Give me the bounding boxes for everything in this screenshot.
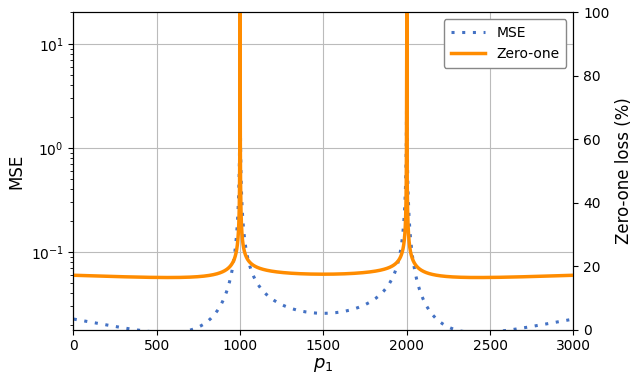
Line: MSE: MSE bbox=[74, 0, 573, 333]
Line: Zero-one: Zero-one bbox=[74, 13, 573, 277]
MSE bbox=[440, 323, 448, 327]
Zero-one bbox=[570, 273, 577, 277]
Zero-one bbox=[440, 274, 448, 279]
MSE bbox=[570, 317, 577, 322]
Zero-one bbox=[95, 274, 102, 279]
Zero-one bbox=[251, 264, 259, 268]
Zero-one bbox=[387, 264, 395, 269]
X-axis label: $p_1$: $p_1$ bbox=[313, 356, 333, 374]
MSE bbox=[251, 276, 259, 281]
MSE bbox=[95, 321, 102, 326]
MSE bbox=[70, 317, 77, 321]
Zero-one bbox=[474, 275, 482, 280]
Zero-one bbox=[467, 275, 475, 280]
Zero-one bbox=[70, 273, 77, 277]
MSE bbox=[467, 330, 475, 335]
MSE bbox=[365, 300, 373, 305]
MSE bbox=[474, 330, 482, 335]
MSE bbox=[387, 278, 395, 283]
Y-axis label: Zero-one loss (%): Zero-one loss (%) bbox=[615, 98, 633, 244]
Zero-one bbox=[365, 270, 373, 274]
Y-axis label: MSE: MSE bbox=[7, 154, 25, 189]
Zero-one bbox=[236, 10, 244, 15]
Legend: MSE, Zero-one: MSE, Zero-one bbox=[444, 19, 566, 68]
